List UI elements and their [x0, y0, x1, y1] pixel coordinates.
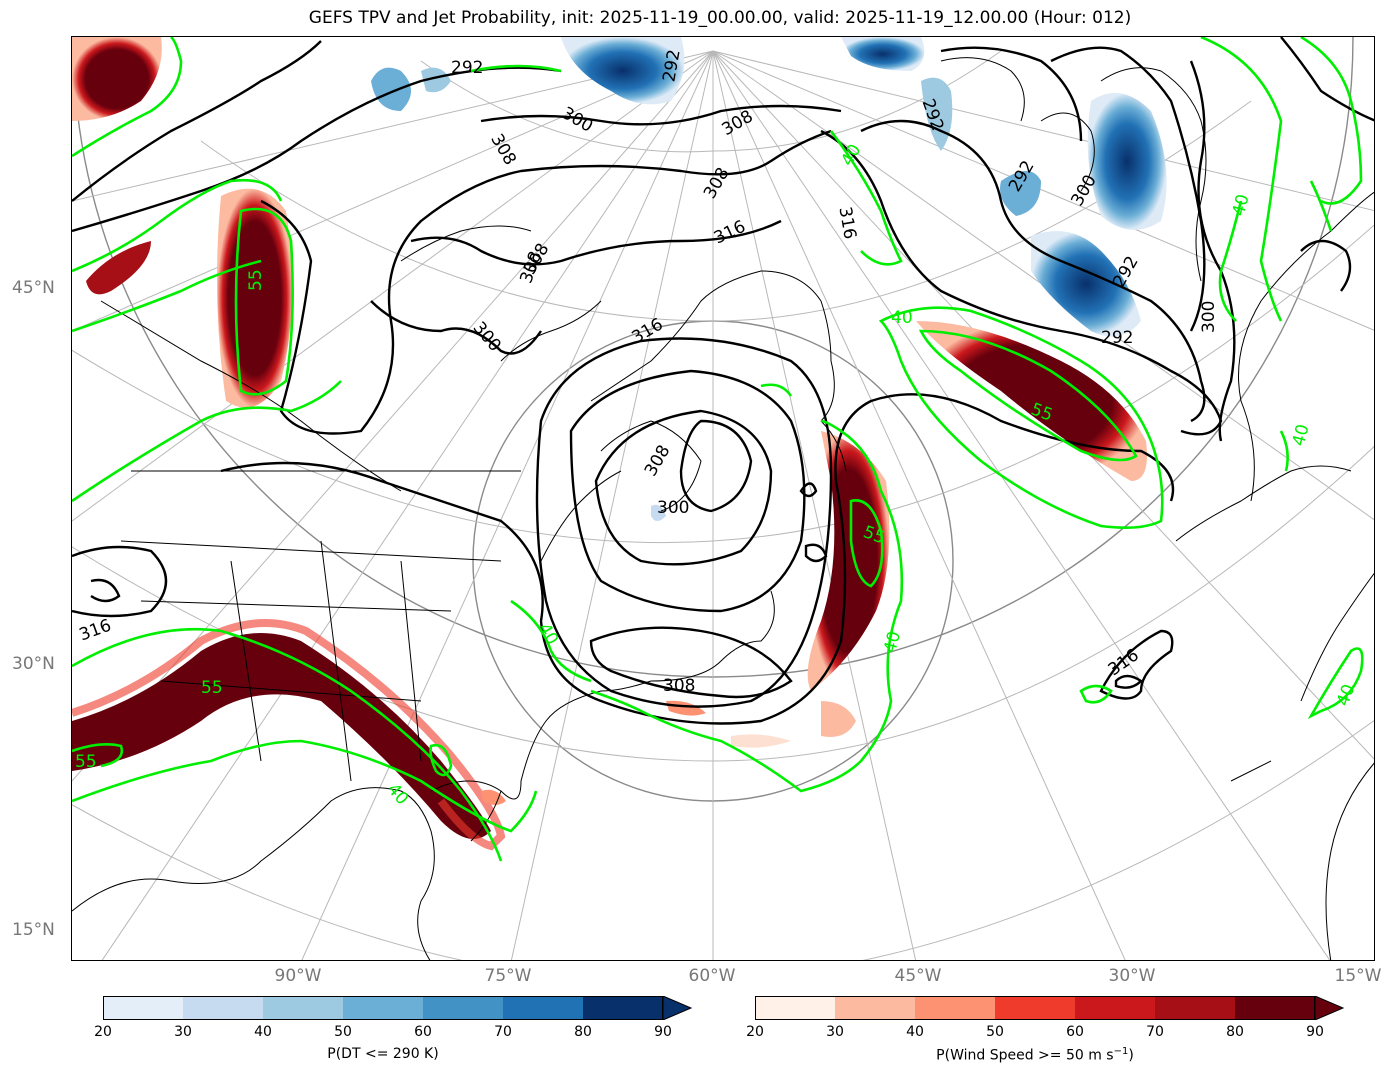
- colorbar-dt-swatch: [583, 996, 663, 1020]
- jet-label: 40: [383, 780, 412, 809]
- map-svg: 292 292 300 308 308 300 308 316 308 316 …: [72, 37, 1374, 960]
- longitude-label: 90°W: [274, 966, 322, 986]
- colorbar-dt-swatch: [263, 996, 343, 1020]
- theta-label: 292: [451, 58, 483, 78]
- colorbar-jet-swatch: [755, 996, 835, 1020]
- colorbar-jet-swatch: [915, 996, 995, 1020]
- colorbar-dt-tick-label: 20: [94, 1024, 112, 1040]
- colorbar-dt-tick-label: 40: [254, 1024, 272, 1040]
- jet-probability-fill: [72, 37, 1147, 851]
- colorbar-jet-tick-label: 30: [826, 1024, 844, 1040]
- jet-label: 40: [1229, 192, 1254, 218]
- jet-label: 55: [246, 269, 266, 291]
- dt-probability-fill: [371, 37, 1167, 521]
- colorbar-dt-tick-label: 70: [494, 1024, 512, 1040]
- latitude-label: 15°N: [12, 920, 55, 940]
- theta-label: 308: [641, 442, 675, 480]
- colorbar-dt-tick-label: 50: [334, 1024, 352, 1040]
- colorbar-jet-swatch: [1235, 996, 1315, 1020]
- jet-label: 55: [201, 678, 223, 698]
- map-panel: 292 292 300 308 308 300 308 316 308 316 …: [71, 36, 1375, 961]
- colorbar-jet-swatch: [835, 996, 915, 1020]
- theta-contours: [72, 37, 1374, 725]
- colorbar-jet-tick-label: 90: [1306, 1024, 1324, 1040]
- theta-label: 308: [700, 164, 734, 202]
- theta-label: 308: [486, 131, 520, 169]
- jet-label: 55: [75, 752, 97, 772]
- longitude-label: 75°W: [484, 966, 532, 986]
- colorbar-dt-bar: [103, 996, 693, 1020]
- colorbar-jet-swatch: [995, 996, 1075, 1020]
- theta-label: 316: [711, 217, 749, 249]
- longitude-label: 30°W: [1108, 966, 1156, 986]
- jet-contours: [72, 37, 1364, 862]
- colorbar-dt-swatch: [343, 996, 423, 1020]
- colorbar-jet-swatch: [1075, 996, 1155, 1020]
- latitude-label: 30°N: [12, 654, 55, 674]
- coastlines: [72, 57, 1374, 960]
- longitude-label: 15°W: [1334, 966, 1382, 986]
- theta-label: 316: [77, 616, 114, 646]
- colorbar-dt-tick-label: 30: [174, 1024, 192, 1040]
- jet-label: 40: [1289, 422, 1314, 448]
- colorbar-jet-swatch: [1155, 996, 1235, 1020]
- jet-label: 40: [880, 629, 905, 655]
- jet-label: 40: [891, 308, 913, 328]
- colorbar-dt-extend-arrow: [662, 996, 693, 1020]
- colorbar-jet-outline: [755, 996, 1315, 1020]
- colorbar-jet-tick-label: 40: [906, 1024, 924, 1040]
- theta-label: 308: [663, 676, 695, 696]
- longitude-label: 45°W: [894, 966, 942, 986]
- colorbar-dt-tick-label: 80: [574, 1024, 592, 1040]
- colorbar-jet-tick-label: 70: [1146, 1024, 1164, 1040]
- longitude-label: 60°W: [688, 966, 736, 986]
- colorbar-jet-tick-label: 80: [1226, 1024, 1244, 1040]
- theta-label: 300: [1199, 301, 1219, 333]
- colorbar-dt-swatch: [183, 996, 263, 1020]
- colorbar-dt-ticks: 20 30 40 50 60 70 80 90: [94, 1022, 693, 1040]
- theta-label: 300: [558, 103, 596, 137]
- colorbar-dt: 20 30 40 50 60 70 80 90 P(DT <= 290 K): [94, 996, 693, 1062]
- colorbar-jet-label-sup: −1: [1113, 1046, 1129, 1057]
- colorbar-dt-tick-label: 60: [414, 1024, 432, 1040]
- colorbar-dt-swatch: [503, 996, 583, 1020]
- latitude-label: 45°N: [12, 278, 55, 298]
- colorbar-jet-extend-arrow: [1314, 996, 1345, 1020]
- colorbar-jet-bar: [755, 996, 1345, 1020]
- colorbar-jet-tick-label: 50: [986, 1024, 1004, 1040]
- colorbar-dt-tick-label: 90: [654, 1024, 672, 1040]
- theta-label: 292: [1101, 328, 1133, 348]
- colorbar-jet-label-close: ): [1128, 1047, 1134, 1064]
- colorbar-jet-ticks: 20 30 40 50 60 70 80 90: [746, 1022, 1345, 1040]
- colorbar-dt-swatch: [423, 996, 503, 1020]
- colorbar-jet-label-text: P(Wind Speed >= 50 m s: [936, 1047, 1114, 1064]
- colorbar-jet-tick-label: 20: [746, 1024, 764, 1040]
- colorbar-dt-label: P(DT <= 290 K): [327, 1046, 439, 1062]
- colorbar-dt-swatch: [103, 996, 183, 1020]
- colorbar-jet-tick-label: 60: [1066, 1024, 1084, 1040]
- colorbar-dt-outline: [103, 996, 663, 1020]
- colorbar-jet-label: P(Wind Speed >= 50 m s−1): [755, 1046, 1315, 1064]
- colorbar-jet: 20 30 40 50 60 70 80 90 P(Wind Speed >= 50 m s−…: [746, 996, 1345, 1064]
- theta-label: 300: [657, 498, 689, 518]
- plot-title: GEFS TPV and Jet Probability, init: 2025…: [308, 8, 1132, 28]
